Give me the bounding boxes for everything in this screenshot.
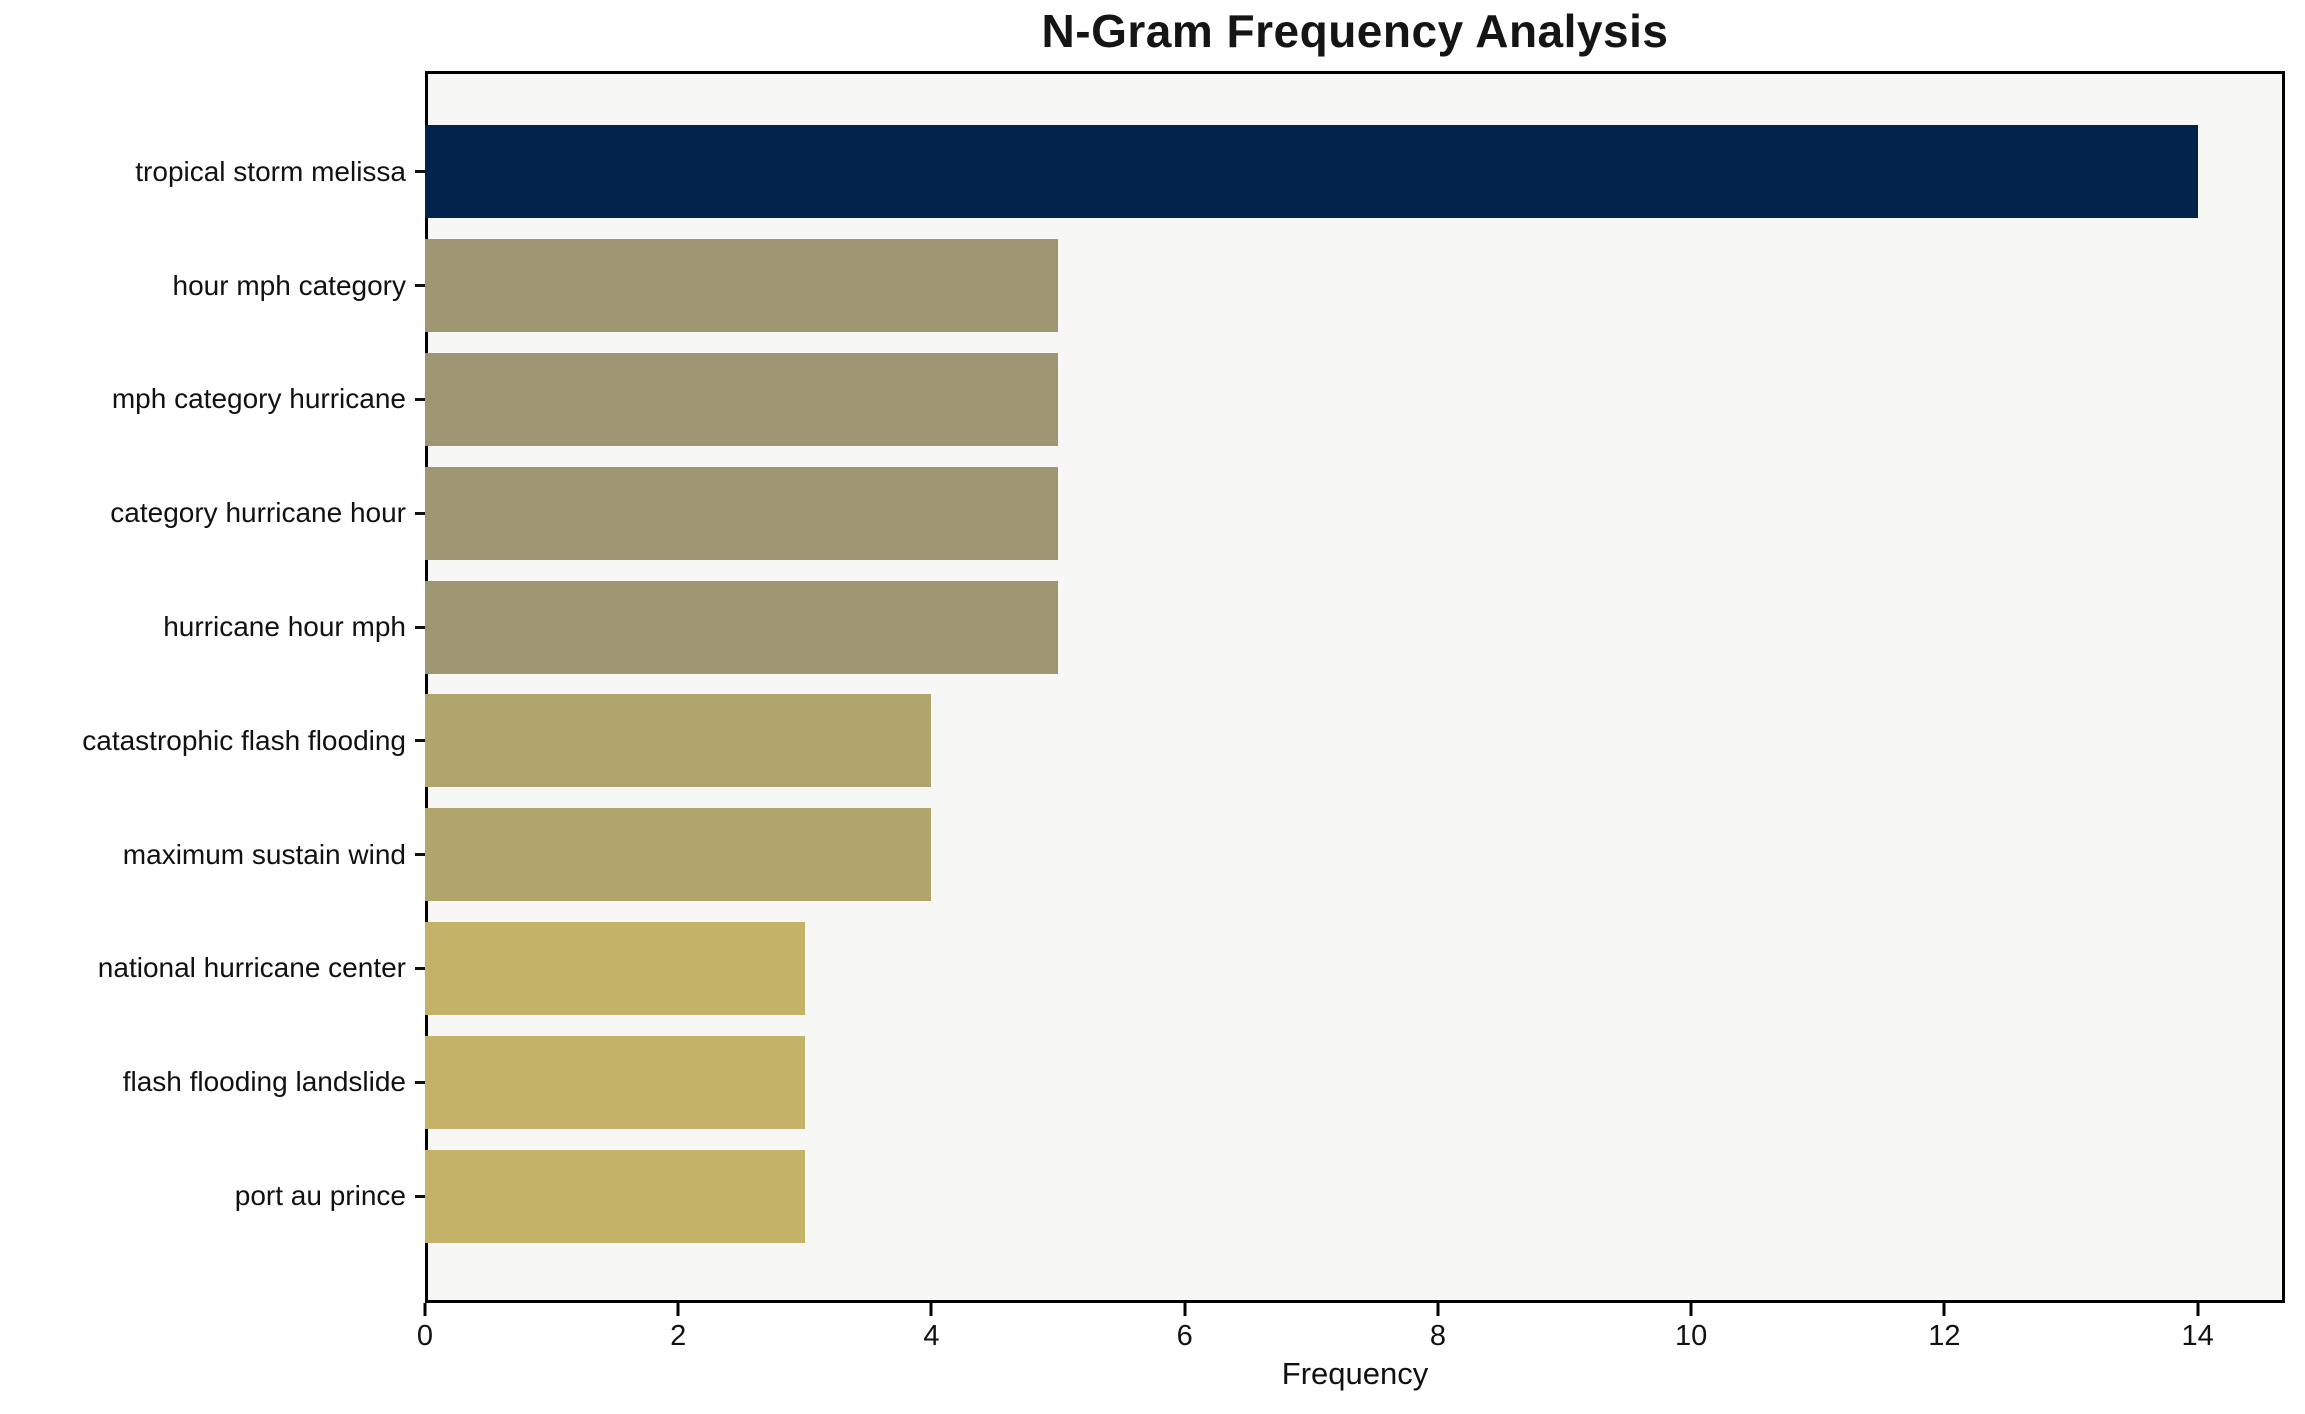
y-tick-mark <box>415 397 425 401</box>
category-label: category hurricane hour <box>110 497 406 529</box>
category-label: mph category hurricane <box>111 383 406 415</box>
x-tick-mark <box>1689 1303 1693 1316</box>
bar <box>425 352 1059 446</box>
category-label: catastrophic flash flooding <box>82 724 406 756</box>
y-tick-mark <box>415 853 425 857</box>
category-label: maximum sustain wind <box>122 838 406 870</box>
bar-row: mph category hurricane <box>0 343 2285 457</box>
bar-row: tropical storm melissa <box>0 115 2285 229</box>
bar <box>425 580 1059 674</box>
x-tick-mark <box>929 1303 933 1316</box>
y-tick-cell: tropical storm melissa <box>0 156 425 188</box>
bar <box>425 125 2198 219</box>
category-label: port au prince <box>234 1180 406 1212</box>
bar-track <box>425 456 2285 570</box>
category-label: flash flooding landslide <box>122 1066 406 1098</box>
category-label: national hurricane center <box>97 952 406 984</box>
bar-track <box>425 684 2285 798</box>
bar-row: national hurricane center <box>0 912 2285 1026</box>
bar-track <box>425 115 2285 229</box>
bar <box>425 694 932 788</box>
y-tick-mark <box>415 1194 425 1198</box>
x-tick-label: 6 <box>1176 1320 1193 1352</box>
bar <box>425 239 1059 333</box>
bar <box>425 921 805 1015</box>
category-label: hurricane hour mph <box>163 611 406 643</box>
y-tick-mark <box>415 284 425 288</box>
x-tick-label: 14 <box>2181 1320 2214 1352</box>
bar-row: hour mph category <box>0 229 2285 343</box>
bar-track <box>425 1025 2285 1139</box>
bar-row: category hurricane hour <box>0 456 2285 570</box>
category-label: hour mph category <box>172 269 406 301</box>
bar-rows: tropical storm melissa hour mph category m… <box>0 71 2285 1303</box>
y-tick-mark <box>415 511 425 515</box>
bar-row: hurricane hour mph <box>0 570 2285 684</box>
x-tick-mark <box>1436 1303 1440 1316</box>
bar <box>425 808 932 902</box>
bar <box>425 1149 805 1243</box>
bar-row: flash flooding landslide <box>0 1025 2285 1139</box>
x-axis-label: Frequency <box>1281 1356 1429 1391</box>
x-tick-mark <box>1942 1303 1946 1316</box>
y-tick-mark <box>415 966 425 970</box>
y-tick-mark <box>415 739 425 743</box>
y-tick-cell: port au prince <box>0 1180 425 1212</box>
bar-track <box>425 343 2285 457</box>
y-tick-cell: national hurricane center <box>0 952 425 984</box>
x-tick-label: 2 <box>670 1320 687 1352</box>
y-tick-cell: maximum sustain wind <box>0 839 425 871</box>
chart-title: N-Gram Frequency Analysis <box>1041 5 1669 57</box>
y-tick-cell: hour mph category <box>0 270 425 302</box>
x-tick-label: 0 <box>416 1320 434 1352</box>
y-tick-cell: flash flooding landslide <box>0 1066 425 1098</box>
bar-track <box>425 912 2285 1026</box>
category-label: tropical storm melissa <box>135 155 406 187</box>
bar-track <box>425 229 2285 343</box>
x-tick-label: 8 <box>1429 1320 1446 1352</box>
y-tick-cell: hurricane hour mph <box>0 611 425 643</box>
x-tick-mark <box>423 1303 427 1316</box>
bar <box>425 466 1059 560</box>
x-tick-mark <box>2196 1303 2200 1316</box>
bar-row: port au prince <box>0 1139 2285 1253</box>
y-tick-mark <box>415 1080 425 1084</box>
y-tick-cell: catastrophic flash flooding <box>0 725 425 757</box>
y-tick-cell: mph category hurricane <box>0 383 425 415</box>
bar-row: catastrophic flash flooding <box>0 684 2285 798</box>
bar-track <box>425 570 2285 684</box>
x-tick-mark <box>676 1303 680 1316</box>
x-tick-mark <box>1183 1303 1187 1316</box>
bar-track <box>425 1139 2285 1253</box>
x-tick-label: 10 <box>1675 1320 1708 1352</box>
bar <box>425 1035 805 1129</box>
y-tick-mark <box>415 625 425 629</box>
y-tick-cell: category hurricane hour <box>0 497 425 529</box>
x-tick-label: 4 <box>923 1320 940 1352</box>
bar-track <box>425 798 2285 912</box>
bar-row: maximum sustain wind <box>0 798 2285 912</box>
y-tick-mark <box>415 170 425 174</box>
x-tick-label: 12 <box>1928 1320 1961 1352</box>
